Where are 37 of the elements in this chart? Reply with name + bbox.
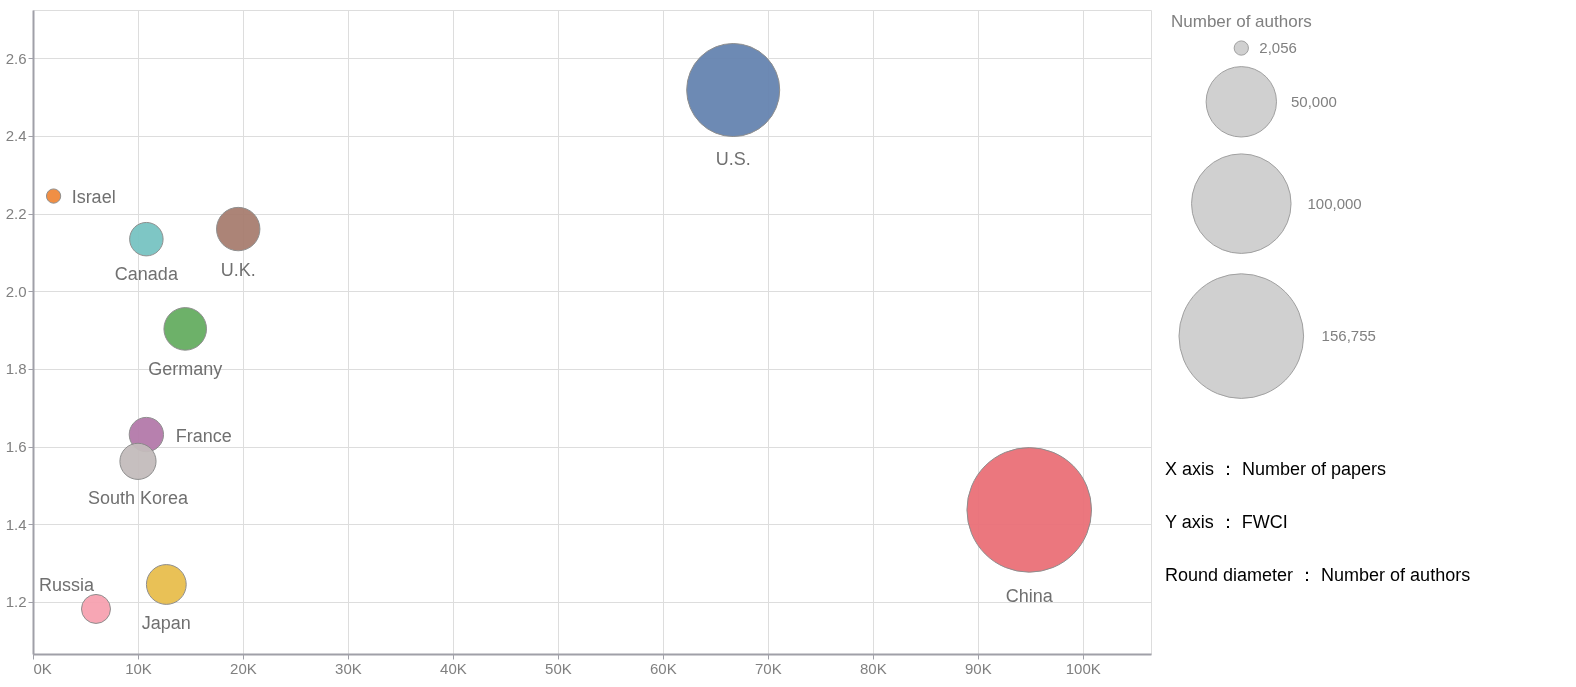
series-label: South Korea bbox=[87, 487, 189, 508]
legend-label: 100,000 bbox=[1307, 194, 1362, 212]
y-tick-label: 2.0 bbox=[5, 282, 27, 300]
legend-label: 50,000 bbox=[1291, 92, 1337, 110]
series-label: Russia bbox=[38, 574, 95, 595]
x-tick-label: 60K bbox=[650, 659, 677, 677]
series-label: Israel bbox=[71, 187, 116, 208]
x-tick-label: 0K bbox=[33, 659, 52, 677]
series-label: China bbox=[1005, 586, 1054, 607]
y-tick-label: 2.6 bbox=[5, 49, 27, 67]
y-tick-label: 2.2 bbox=[5, 205, 27, 223]
text: X axis ： Number of papers bbox=[1165, 459, 1387, 479]
x-tick-label: 80K bbox=[859, 659, 887, 677]
series-label: U.S. bbox=[715, 148, 751, 169]
y-tick-label: 1.2 bbox=[5, 593, 27, 611]
x-tick-label: 100K bbox=[1065, 659, 1101, 677]
y-tick-label: 1.6 bbox=[5, 438, 27, 456]
series-label: Germany bbox=[148, 358, 223, 379]
x-tick-label: 30K bbox=[335, 659, 362, 677]
x-tick-label: 50K bbox=[545, 659, 572, 677]
series-label: Japan bbox=[141, 612, 191, 633]
series-label: France bbox=[175, 425, 232, 446]
x-tick-label: 40K bbox=[440, 659, 467, 677]
y-tick-label: 2.4 bbox=[5, 127, 27, 145]
text: Y axis ： FWCI bbox=[1165, 512, 1288, 532]
y-tick-label: 1.8 bbox=[5, 360, 27, 378]
legend-label: 156,755 bbox=[1321, 327, 1376, 345]
x-tick-label: 10K bbox=[125, 659, 152, 677]
series-label: Canada bbox=[114, 264, 179, 285]
x-tick-label: 70K bbox=[754, 659, 782, 677]
x-tick-label: 90K bbox=[964, 659, 992, 677]
series-label: U.K. bbox=[220, 259, 256, 280]
legend-label: 2,056 bbox=[1259, 39, 1297, 57]
x-tick-label: 20K bbox=[230, 659, 257, 677]
text: Round diameter ： Number of authors bbox=[1165, 565, 1471, 585]
legend-title: Number of authors bbox=[1171, 12, 1312, 31]
y-tick-label: 1.4 bbox=[5, 515, 27, 533]
